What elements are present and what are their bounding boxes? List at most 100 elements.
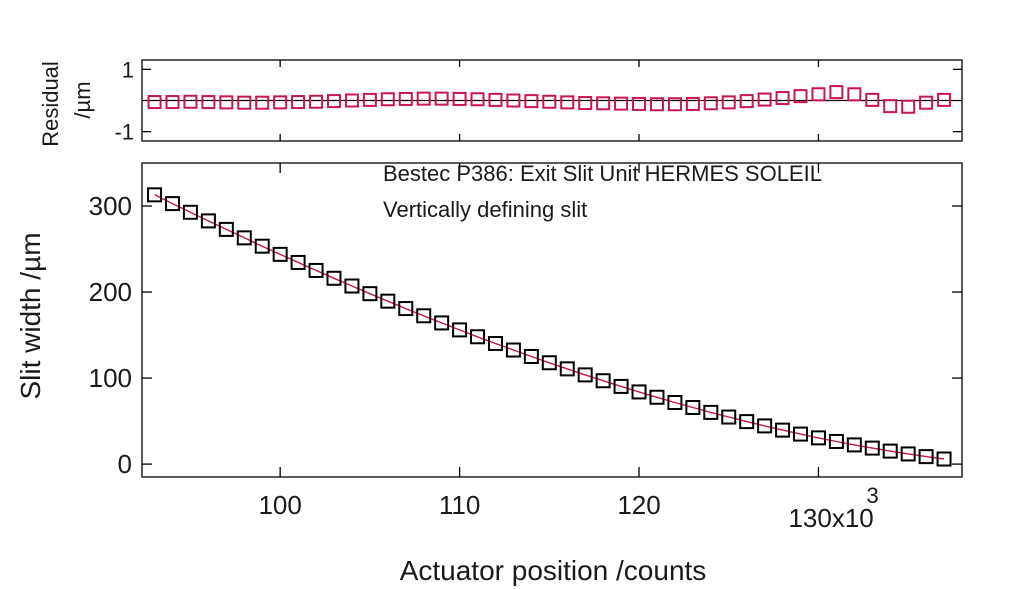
main-point: [900, 446, 916, 462]
residual-point: [596, 96, 611, 111]
residual-point: [524, 94, 539, 109]
main-point: [577, 367, 593, 383]
residual-point: [273, 95, 288, 110]
main-point: [182, 204, 198, 220]
residual-point: [865, 92, 880, 107]
residual-point: [739, 94, 754, 109]
residual-point: [380, 92, 395, 107]
residual-point: [703, 96, 718, 111]
main-point: [326, 270, 342, 286]
main-point: [218, 221, 234, 237]
main-point: [882, 443, 898, 459]
main-point: [739, 414, 755, 430]
residual-point: [147, 95, 162, 110]
main-y-ticks: 0 100 200 300: [89, 191, 962, 479]
main-point: [362, 286, 378, 302]
annotation-line-2: Vertically defining slit: [383, 197, 587, 222]
main-point: [703, 404, 719, 420]
residual-point: [309, 94, 324, 109]
residual-panel: 1 -1 Residual /µm: [38, 57, 963, 147]
main-point: [434, 315, 450, 331]
main-point: [541, 355, 557, 371]
main-point: [523, 348, 539, 364]
main-y-tick-label: 200: [89, 277, 132, 307]
residual-point: [506, 93, 521, 108]
main-point: [452, 322, 468, 338]
main-point: [487, 335, 503, 351]
main-point: [200, 213, 216, 229]
main-point: [667, 395, 683, 411]
main-point: [147, 187, 163, 203]
residual-point: [326, 94, 341, 109]
residual-y-tick-label: 1: [122, 57, 134, 82]
residual-point: [937, 92, 952, 107]
residual-point: [578, 95, 593, 110]
main-point: [810, 430, 826, 446]
residual-point: [649, 97, 664, 112]
residual-point: [721, 95, 736, 110]
main-point: [380, 293, 396, 309]
main-series: [147, 187, 952, 467]
residual-point: [452, 91, 467, 106]
main-point: [918, 449, 934, 465]
residual-point: [344, 93, 359, 108]
residual-point: [685, 96, 700, 111]
residual-point: [614, 96, 629, 111]
main-point: [721, 409, 737, 425]
residual-point: [847, 87, 862, 102]
main-point: [936, 451, 952, 467]
residual-y-axis-title-line-1: Residual: [38, 61, 63, 147]
residual-point: [165, 95, 180, 110]
main-point: [613, 378, 629, 394]
residual-point: [901, 99, 916, 114]
main-point: [559, 361, 575, 377]
main-point: [757, 418, 773, 434]
main-point: [793, 426, 809, 442]
fit-line: [154, 194, 945, 460]
residual-point: [201, 95, 216, 110]
main-point: [398, 301, 414, 317]
residual-y-tick-label: -1: [114, 120, 134, 145]
main-point: [165, 196, 181, 212]
main-point: [595, 373, 611, 389]
main-point: [254, 238, 270, 254]
main-point: [272, 246, 288, 262]
residual-point: [793, 89, 808, 104]
main-point: [864, 440, 880, 456]
main-point: [775, 422, 791, 438]
main-point: [649, 389, 665, 405]
residual-point: [416, 91, 431, 106]
residual-point: [667, 97, 682, 112]
residual-point: [219, 95, 234, 110]
main-x-tick-label: 100: [258, 490, 301, 520]
residual-point: [470, 92, 485, 107]
residual-y-ticks: 1 -1: [114, 57, 962, 145]
main-y-tick-label: 100: [89, 363, 132, 393]
residual-point: [362, 92, 377, 107]
residual-point: [829, 85, 844, 100]
residual-point: [434, 91, 449, 106]
main-point: [290, 254, 306, 270]
residual-point: [291, 95, 306, 110]
main-plot-frame: [141, 162, 963, 478]
residual-point: [632, 96, 647, 111]
annotation-line-1: Bestec P386: Exit Slit Unit HERMES SOLEI…: [383, 161, 822, 186]
residual-point: [237, 95, 252, 110]
residual-point: [883, 99, 898, 114]
main-x-tick-label: 130x10: [788, 503, 873, 533]
x-multiplier-exponent: 3: [866, 483, 878, 508]
residual-series: [147, 85, 952, 114]
main-point: [631, 384, 647, 400]
residual-point: [488, 92, 503, 107]
main-y-tick-label: 0: [118, 449, 132, 479]
main-x-axis-title: Actuator position /counts: [400, 555, 707, 586]
residual-point: [255, 95, 270, 110]
residual-point: [919, 95, 934, 110]
main-point: [828, 433, 844, 449]
residual-point: [775, 91, 790, 106]
main-point: [416, 308, 432, 324]
main-point: [308, 262, 324, 278]
main-y-axis-title: Slit width /µm: [15, 232, 46, 399]
